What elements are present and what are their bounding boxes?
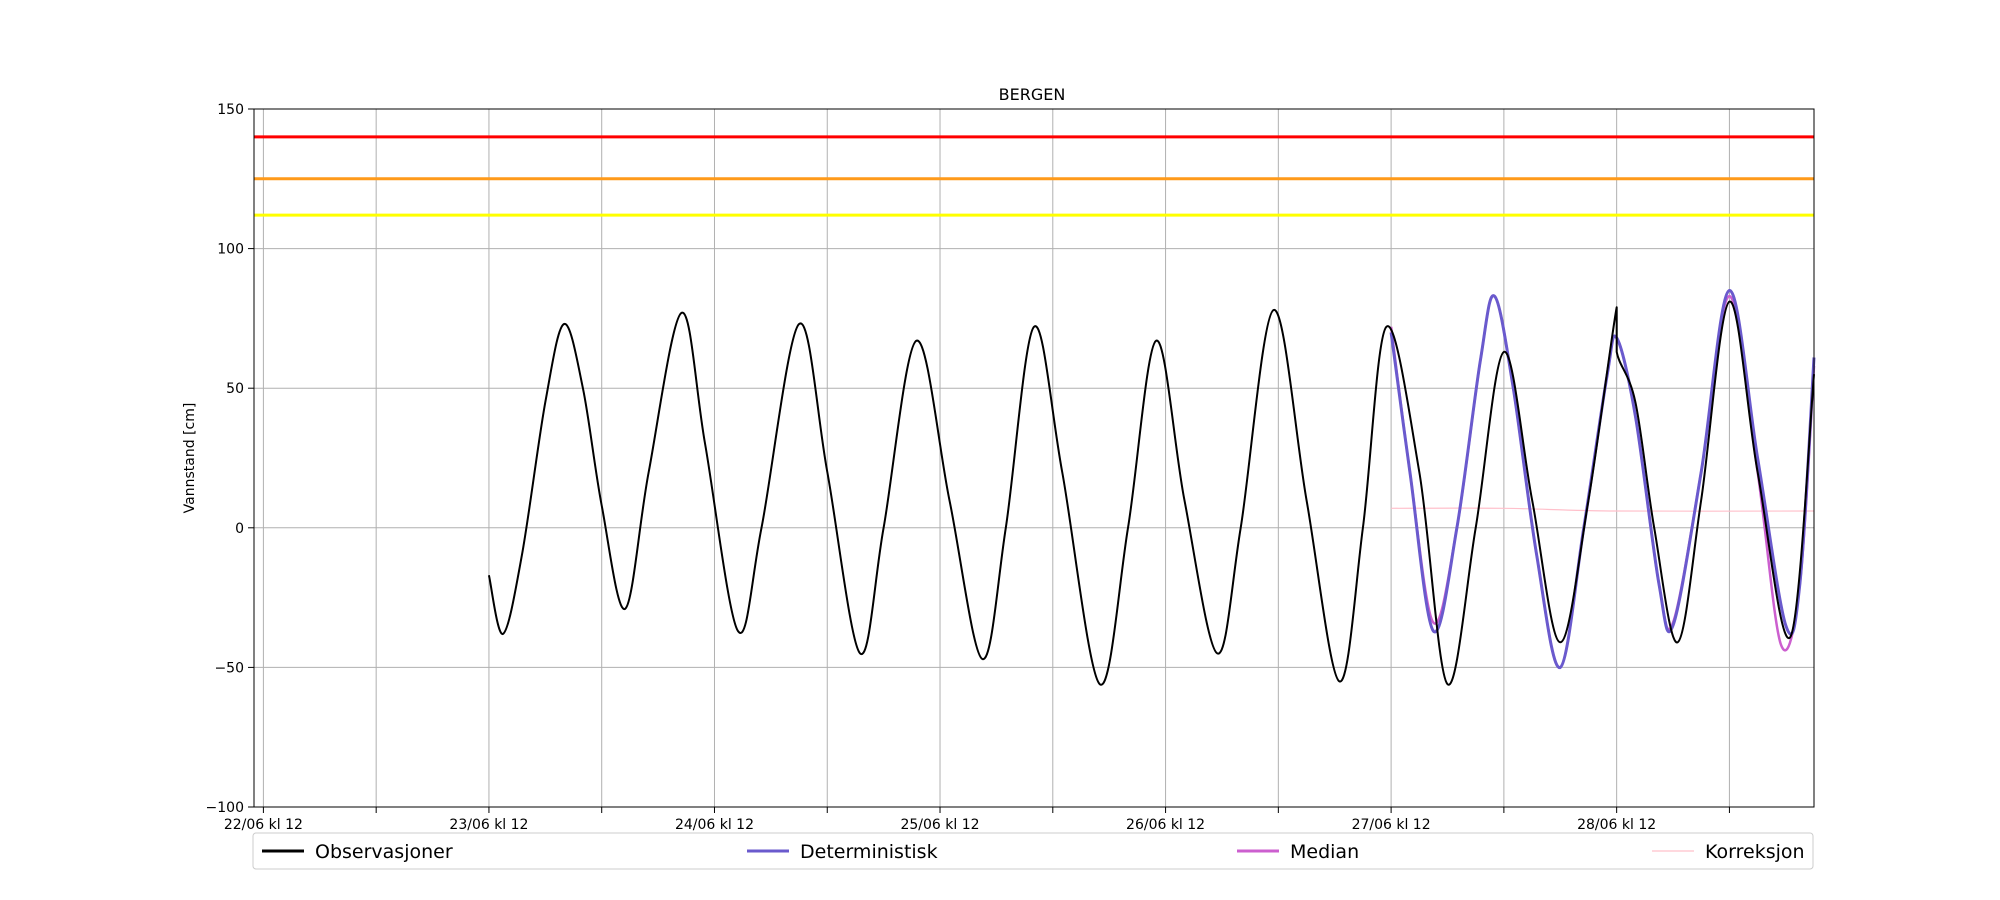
series-line-observasjoner bbox=[487, 300, 1815, 686]
y-tick-label: 100 bbox=[217, 242, 244, 258]
x-tick-label: 28/06 kl 12 bbox=[1577, 817, 1656, 833]
series-lines bbox=[487, 288, 1816, 686]
threshold-lines bbox=[254, 135, 1814, 217]
legend-label: Median bbox=[1290, 841, 1359, 863]
x-tick-label: 22/06 kl 12 bbox=[224, 817, 303, 833]
y-tick-label: 150 bbox=[217, 102, 244, 118]
series-line-median bbox=[1389, 294, 1816, 669]
legend-label: Deterministisk bbox=[800, 841, 938, 863]
chart-title: BERGEN bbox=[999, 85, 1066, 104]
legend-label: Korreksjon bbox=[1705, 841, 1805, 863]
series-line-korreksjon bbox=[1391, 507, 1815, 512]
y-tick-label: 50 bbox=[226, 381, 244, 397]
x-tick-label: 27/06 kl 12 bbox=[1352, 817, 1431, 833]
y-tick-label: −100 bbox=[206, 800, 244, 816]
x-tick-label: 26/06 kl 12 bbox=[1126, 817, 1205, 833]
plot-frame bbox=[253, 108, 1815, 808]
y-axis-label: Vannstand [cm] bbox=[182, 403, 198, 514]
y-tick-label: 0 bbox=[235, 521, 244, 537]
legend-box bbox=[252, 832, 1814, 870]
x-tick-label: 24/06 kl 12 bbox=[675, 817, 754, 833]
x-tick-label: 23/06 kl 12 bbox=[449, 817, 528, 833]
legend: Observasjoner Deterministisk Median Korreks… bbox=[252, 832, 1814, 870]
x-tick-label: 25/06 kl 12 bbox=[900, 817, 979, 833]
legend-label: Observasjoner bbox=[315, 841, 453, 863]
series-line-deterministisk bbox=[1389, 288, 1816, 669]
axis-ticks: −100 −50 0 50 100 150 22/06 kl 12 23/06 kl 12 24… bbox=[206, 102, 1730, 833]
y-tick-label: −50 bbox=[214, 660, 244, 676]
